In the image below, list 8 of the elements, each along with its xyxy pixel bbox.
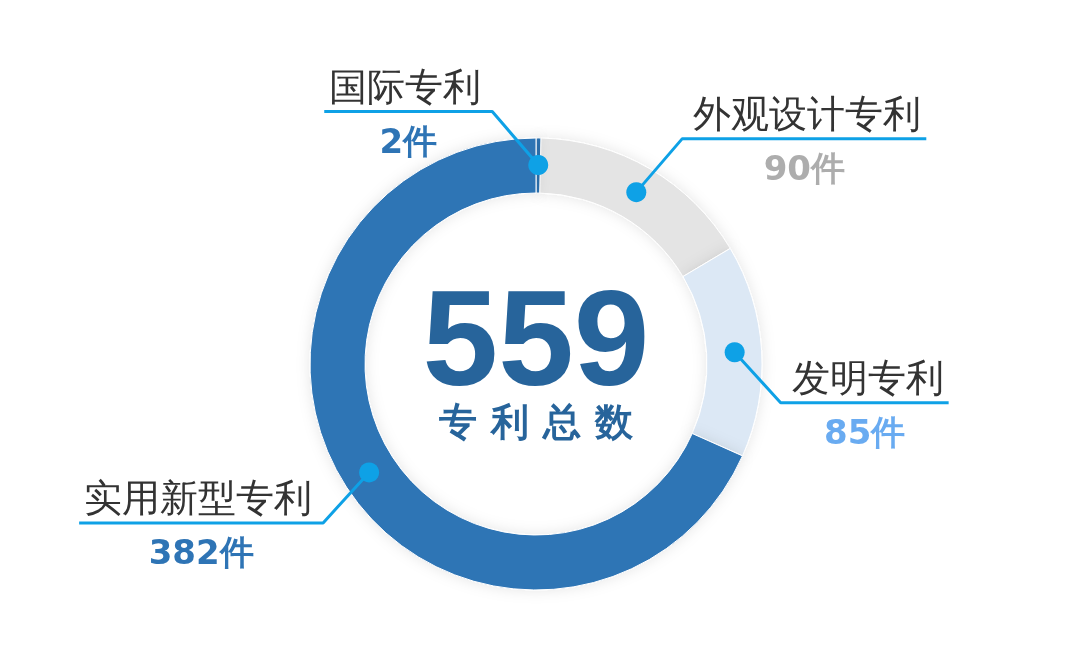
data-label: 85件 — [823, 412, 906, 453]
data-label: 382件 — [148, 532, 254, 573]
slice-label: 实用新型专利 — [84, 475, 313, 520]
data-label: 90件 — [763, 148, 845, 189]
slice-label: 国际专利 — [329, 64, 482, 109]
slice-label: 发明专利 — [791, 355, 944, 400]
data-label: 2件 — [379, 121, 438, 161]
slice-label: 外观设计专利 — [693, 91, 922, 136]
